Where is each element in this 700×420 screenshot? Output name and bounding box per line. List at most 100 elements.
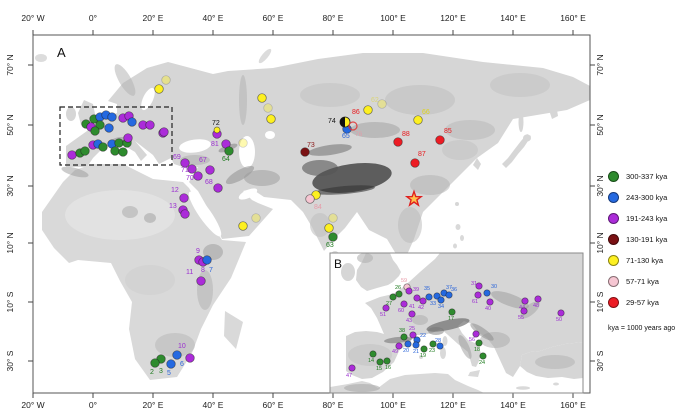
lat-label-left: 30° N <box>5 175 15 196</box>
map-point <box>348 364 356 372</box>
point-label: 8 <box>201 267 205 274</box>
legend-row: 71-130 kya <box>608 250 698 271</box>
map-point <box>377 99 387 109</box>
axis-labels: 20° W 20° W 0° 0° 20° E 20° E 40° E 40° E 60° E 6… <box>5 13 605 410</box>
point-label: 37 <box>446 285 452 291</box>
point-label: 74 <box>328 118 336 125</box>
legend-color-dot <box>608 297 619 308</box>
legend-row: 191-243 kya <box>608 208 698 229</box>
map-point <box>107 112 117 122</box>
map-point <box>393 137 403 147</box>
map-point <box>400 300 408 308</box>
legend-color-dot <box>608 276 619 287</box>
map-point <box>145 120 155 130</box>
point-label: 42 <box>418 305 424 311</box>
map-point <box>159 127 169 137</box>
map-point <box>67 150 77 160</box>
map-point <box>127 117 137 127</box>
ring-point <box>348 121 358 131</box>
map-point <box>104 123 114 133</box>
map-point <box>185 353 195 363</box>
map-point <box>266 114 276 124</box>
map-point <box>213 183 223 193</box>
point-label: 60 <box>398 308 404 314</box>
lat-label-left: 10° S <box>5 291 15 312</box>
star-marker <box>404 189 424 207</box>
point-label: 56 <box>469 337 475 343</box>
map-point <box>376 358 384 366</box>
map-point <box>395 342 403 350</box>
legend: 300-337 kya 243-300 kya 191-243 kya 130-191… <box>608 166 698 332</box>
point-label: 6 <box>180 361 184 368</box>
point-label: 64 <box>222 156 230 163</box>
lat-label-left: 30° S <box>5 350 15 371</box>
map-point <box>238 221 248 231</box>
map-point <box>98 142 108 152</box>
point-label: 50 <box>556 317 562 323</box>
map-point <box>187 164 197 174</box>
map-point <box>413 115 423 125</box>
point-label: 5 <box>167 370 171 377</box>
map-point <box>166 359 176 369</box>
point-label: 31 <box>471 281 477 287</box>
map-point <box>408 310 416 318</box>
map-point <box>324 223 334 233</box>
point-label: 72 <box>212 120 220 127</box>
legend-label: 57-71 kya <box>626 277 659 286</box>
lat-label-right: 10° N <box>595 232 605 253</box>
point-label: 47 <box>346 373 352 379</box>
lat-label-right: 70° N <box>595 54 605 75</box>
legend-row: 300-337 kya <box>608 166 698 187</box>
point-label: 40 <box>485 306 491 312</box>
point-label: 22 <box>420 333 426 339</box>
point-label: 44 <box>519 305 525 311</box>
legend-label: 130-191 kya <box>626 235 668 244</box>
inset-frame <box>329 252 584 394</box>
legend-color-dot <box>608 171 619 182</box>
point-label: 59 <box>401 278 407 284</box>
map-point <box>520 307 528 315</box>
map-point <box>472 330 480 338</box>
map-point <box>369 350 377 358</box>
legend-note: kya = 1000 years ago <box>608 325 676 332</box>
map-point <box>238 138 248 148</box>
point-label: 85 <box>444 128 452 135</box>
map-point <box>80 146 90 156</box>
point-label: 66 <box>422 109 430 116</box>
legend-color-dot <box>608 213 619 224</box>
bicolor-point-half <box>340 117 345 127</box>
point-label: 73 <box>307 142 315 149</box>
point-label: 17 <box>448 316 454 322</box>
point-label: 36 <box>451 287 457 293</box>
lon-label-top: 120° E <box>440 13 466 23</box>
point-label: 65 <box>342 133 350 140</box>
map-point <box>172 350 182 360</box>
map-point <box>437 296 445 304</box>
legend-label: 243-300 kya <box>626 193 668 202</box>
point-label: 14 <box>368 358 374 364</box>
panel-a-label: A <box>57 45 66 60</box>
point-label: 55 <box>518 315 524 321</box>
map-point <box>413 294 421 302</box>
map-point <box>110 146 120 156</box>
map-point <box>205 165 215 175</box>
main-map-frame <box>32 34 591 394</box>
map-point <box>445 291 453 299</box>
point-label: 30 <box>491 284 497 290</box>
lon-label-bottom: 160° E <box>560 400 586 410</box>
legend-label: 71-130 kya <box>626 256 664 265</box>
point-label: 20 <box>403 348 409 354</box>
map-point <box>557 309 565 317</box>
europe-dashed-box <box>59 106 173 166</box>
point-label: 28 <box>435 338 441 344</box>
point-label: 3 <box>159 368 163 375</box>
point-label: 18 <box>474 347 480 353</box>
point-label: 9 <box>196 248 200 255</box>
map-point <box>123 133 133 143</box>
map-point <box>475 339 483 347</box>
map-point <box>257 93 267 103</box>
